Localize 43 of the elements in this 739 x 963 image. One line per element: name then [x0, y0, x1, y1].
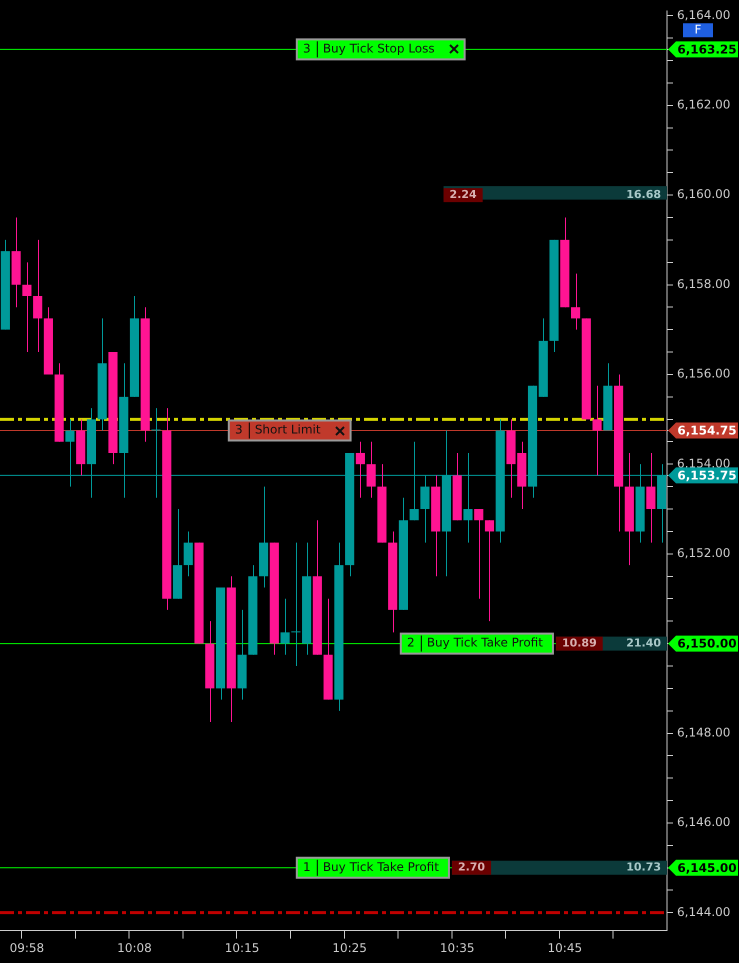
- candlestick: [474, 508, 484, 600]
- candlestick: [646, 452, 656, 544]
- y-tick-label: 6,160.00: [677, 187, 730, 202]
- annotation: 21.40: [626, 636, 662, 650]
- candlestick: [184, 530, 193, 577]
- x-tick-label: 10:45: [548, 940, 582, 955]
- text: F: [694, 22, 702, 36]
- y-tick-label: 6,148.00: [677, 725, 730, 740]
- y-tick-label: 6,162.00: [677, 98, 730, 112]
- candlestick: [280, 598, 290, 656]
- y-tick-label: 6,154.75: [677, 424, 737, 438]
- annotation: 2.70: [458, 860, 486, 874]
- x-tick-label: 09:58: [10, 940, 44, 955]
- y-tick-label: 6,156.00: [677, 366, 730, 381]
- y-tick-label: 6,158.00: [677, 276, 730, 291]
- annotation: 2.24: [450, 188, 478, 201]
- y-tick-label: 6,164.00: [677, 8, 730, 22]
- annotation: 10.89: [562, 636, 597, 650]
- ref-line-label: 3 Short Limit: [234, 422, 321, 437]
- x-tick-label: 10:08: [117, 940, 152, 955]
- candlestick: [592, 385, 602, 476]
- candlestick: [484, 520, 494, 622]
- y-tick-label: 6,146.00: [677, 815, 730, 830]
- x-tick-label: 10:35: [440, 940, 475, 955]
- candlestick: [356, 441, 365, 498]
- x-tick-label: 10:15: [224, 940, 260, 955]
- candlestick: [366, 441, 376, 498]
- y-tick-label: 6,152.00: [677, 546, 730, 560]
- y-tick-label: 6,154.00: [677, 456, 730, 470]
- y-tick-label: 6,150.00: [677, 636, 737, 651]
- y-tick-label: 6,163.25: [677, 42, 737, 56]
- y-tick-label: 6,144.00: [677, 904, 730, 919]
- candlestick: [570, 273, 580, 330]
- y-tick-label: 6,153.75: [677, 468, 737, 483]
- annotation: 10.73: [626, 860, 661, 874]
- candlestick: [22, 262, 32, 353]
- ref-line-label: 3 Buy Tick Stop Loss: [302, 41, 435, 56]
- ref-line-label: 1 Buy Tick Take Profit: [302, 860, 440, 874]
- candlestick: [33, 239, 42, 353]
- y-tick-label: 6,145.00: [677, 860, 737, 875]
- x-tick-label: 10:25: [332, 940, 367, 955]
- annotation: 16.68: [626, 188, 661, 201]
- ref-line-label: 2 Buy Tick Take Profit: [406, 636, 544, 650]
